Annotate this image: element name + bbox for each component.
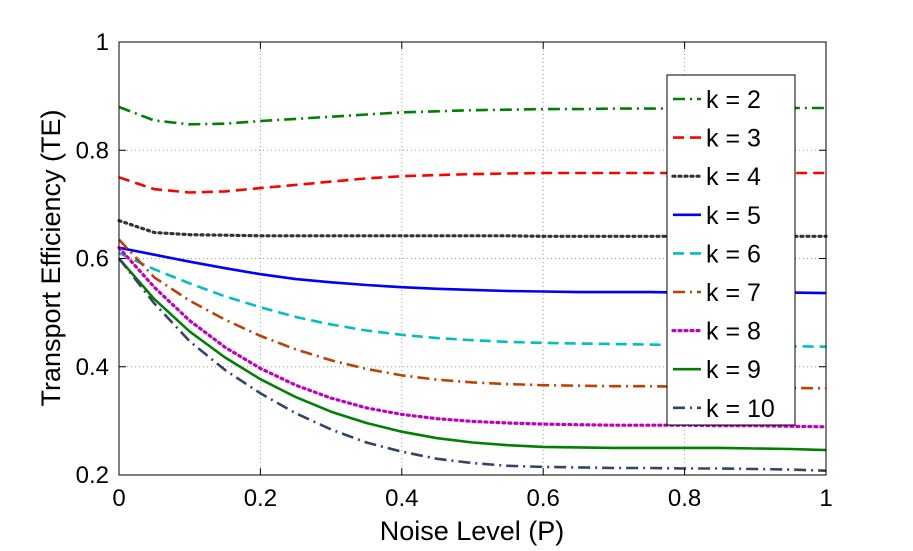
x-tick-label: 0 [112,485,125,512]
legend-label: k = 6 [706,240,761,268]
series-line-k3 [118,171,826,194]
legend-label: k = 5 [706,202,761,230]
x-tick-label: 0.4 [385,485,418,512]
series-layer [117,105,828,472]
legend-label: k = 8 [706,318,761,346]
series-line-k2 [118,105,826,126]
x-tick-labels: 0 0.2 0.4 0.6 0.8 1 [112,485,832,512]
y-tick-label: 0.2 [76,462,109,489]
legend-label: k = 9 [706,356,761,384]
y-axis-label: Transport Efficiency (TE) [36,109,66,406]
x-tick-label: 1 [819,485,832,512]
y-tick-label: 1 [96,29,109,56]
series-line-k8 [117,246,828,429]
legend-label: k = 7 [706,279,761,307]
axis-ticks [118,41,827,476]
legend-box [666,74,796,426]
x-tick-label: 0.2 [244,485,277,512]
x-tick-label: 0.8 [668,485,701,512]
series-line-k10 [117,257,827,472]
x-tick-label: 0.6 [527,485,560,512]
y-tick-label: 0.8 [76,137,109,164]
legend-label: k = 4 [706,163,761,191]
legend: k = 2 k = 3 k = 4 k = 5 k = 6 k = 7 k = 8 k = 9… [666,74,796,426]
series-line-k9 [118,257,827,452]
legend-label: k = 3 [706,125,761,153]
y-tick-label: 0.6 [76,246,109,273]
y-tick-labels: 0.2 0.4 0.6 0.8 1 [76,29,109,489]
x-axis-label: Noise Level (P) [380,516,565,546]
legend-label: k = 10 [706,395,775,423]
legend-label: k = 2 [706,86,761,114]
y-tick-label: 0.4 [76,354,109,381]
